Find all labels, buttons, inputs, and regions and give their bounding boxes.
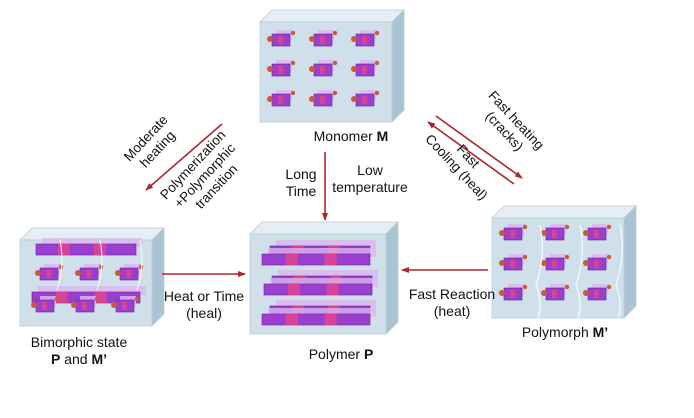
arrow-monomer-to-polymorph: [435, 115, 523, 179]
crack-line: [535, 224, 543, 326]
long-time-label: Long Time: [276, 166, 326, 200]
polymorph-name: Polymorph: [521, 324, 589, 340]
monomer-symbol: M: [376, 128, 389, 144]
low-temperature-label: Low temperature: [322, 162, 418, 196]
temperature-text: temperature: [332, 179, 408, 195]
arrow-monomer-to-bimorphic: [145, 123, 223, 191]
monomer-name: Monomer: [313, 128, 373, 144]
fast-reaction-text: Fast Reaction: [408, 286, 496, 302]
bimorphic-box: [19, 227, 165, 327]
polymorph-label: Polymorph M’: [500, 324, 630, 341]
heat-or-time-text: Heat or Time: [163, 288, 245, 304]
crack-line: [615, 224, 623, 326]
bimorphic-label: Bimorphic state P and M’: [14, 334, 144, 368]
bimorphic-m: M’: [91, 351, 108, 367]
heal-text: (heal): [186, 305, 222, 321]
polymer-label: Polymer P: [286, 346, 396, 363]
monomer-label: Monomer M: [296, 128, 406, 145]
fast-reaction-label: Fast Reaction (heat): [402, 286, 502, 320]
crack-line: [136, 239, 143, 291]
bimorphic-and: and: [64, 351, 88, 367]
long-text: Long: [285, 166, 317, 182]
polymer-name: Polymer: [308, 346, 361, 362]
crack-line: [575, 224, 583, 326]
arrow-polymorph-to-monomer: [427, 121, 515, 185]
crack-line: [56, 239, 63, 291]
heat-or-time-label: Heat or Time (heal): [156, 288, 252, 322]
heat-text: (heat): [433, 303, 471, 319]
time-text: Time: [285, 183, 317, 199]
polymer-symbol: P: [363, 346, 374, 362]
low-text: Low: [357, 162, 383, 178]
bimorphic-p: P: [50, 351, 61, 367]
crack-line: [96, 239, 103, 291]
polymer-box: [249, 221, 399, 335]
monomer-box: [259, 9, 405, 123]
polymorph-box: [491, 205, 637, 326]
bimorphic-line1: Bimorphic state: [30, 334, 128, 350]
polymorph-symbol: M’: [592, 324, 609, 340]
